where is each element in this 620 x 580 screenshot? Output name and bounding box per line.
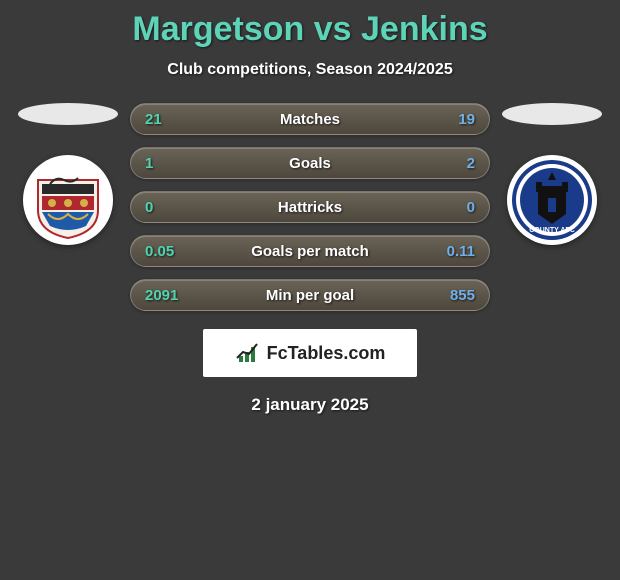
site-logo: FcTables.com bbox=[203, 329, 417, 377]
stat-left-value: 0 bbox=[145, 199, 153, 216]
stat-label: Goals bbox=[289, 155, 331, 172]
right-club-badge: COUNTY AFC bbox=[507, 155, 597, 245]
stat-label: Goals per match bbox=[251, 243, 369, 260]
bar-chart-icon bbox=[235, 340, 261, 366]
stat-label: Matches bbox=[280, 111, 340, 128]
crest-right-icon: COUNTY AFC bbox=[510, 158, 594, 242]
stat-left-value: 2091 bbox=[145, 287, 178, 304]
content-row: 21 Matches 19 1 Goals 2 0 Hattricks 0 0.… bbox=[0, 103, 620, 311]
left-player-col bbox=[18, 103, 118, 245]
stat-right-value: 0.11 bbox=[447, 243, 475, 260]
stat-row: 0.05 Goals per match 0.11 bbox=[130, 235, 490, 267]
stat-row: 1 Goals 2 bbox=[130, 147, 490, 179]
left-club-badge bbox=[23, 155, 113, 245]
stat-row: 2091 Min per goal 855 bbox=[130, 279, 490, 311]
badge-text: COUNTY AFC bbox=[529, 227, 575, 234]
subtitle: Club competitions, Season 2024/2025 bbox=[0, 61, 620, 79]
stat-label: Min per goal bbox=[266, 287, 354, 304]
stat-row: 21 Matches 19 bbox=[130, 103, 490, 135]
stat-right-value: 19 bbox=[458, 111, 475, 128]
stat-right-value: 855 bbox=[450, 287, 475, 304]
stat-right-value: 0 bbox=[467, 199, 475, 216]
stat-left-value: 0.05 bbox=[145, 243, 174, 260]
right-player-marker bbox=[502, 103, 602, 125]
stat-right-value: 2 bbox=[467, 155, 475, 172]
date-text: 2 january 2025 bbox=[0, 395, 620, 415]
stat-row: 0 Hattricks 0 bbox=[130, 191, 490, 223]
logo-text: FcTables.com bbox=[267, 343, 386, 364]
left-player-marker bbox=[18, 103, 118, 125]
crest-left-icon bbox=[28, 160, 108, 240]
page-title: Margetson vs Jenkins bbox=[0, 10, 620, 49]
stat-label: Hattricks bbox=[278, 199, 342, 216]
stat-left-value: 21 bbox=[145, 111, 162, 128]
right-player-col: COUNTY AFC bbox=[502, 103, 602, 245]
stats-column: 21 Matches 19 1 Goals 2 0 Hattricks 0 0.… bbox=[130, 103, 490, 311]
comparison-card: Margetson vs Jenkins Club competitions, … bbox=[0, 0, 620, 415]
stat-left-value: 1 bbox=[145, 155, 153, 172]
